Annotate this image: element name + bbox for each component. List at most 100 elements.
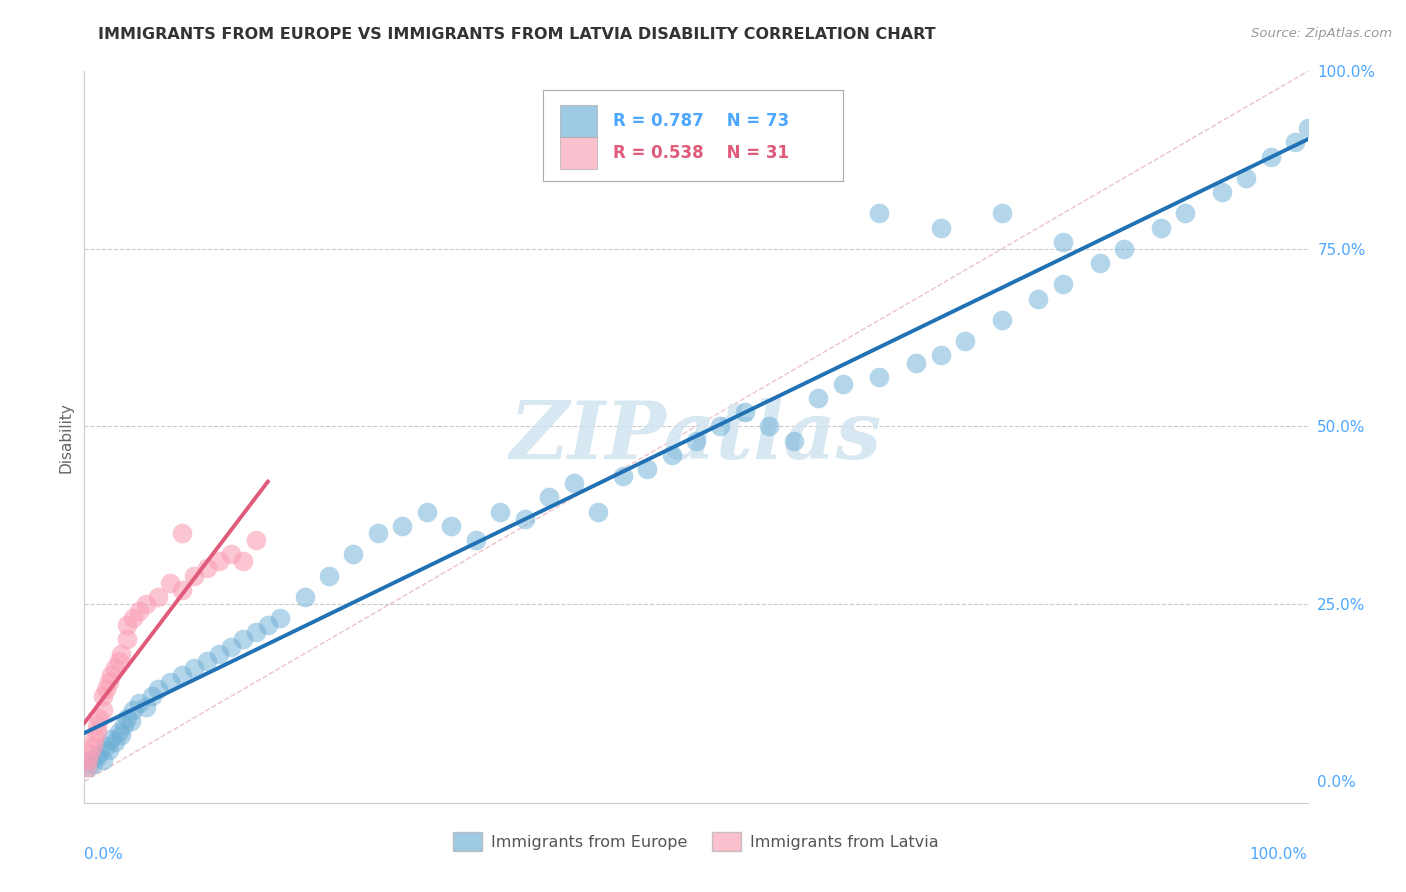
Point: [86, 724, 108, 739]
Point: [97, 742, 120, 756]
Point: [86, 749, 108, 764]
Point: [232, 632, 254, 647]
Point: [120, 714, 142, 728]
FancyBboxPatch shape: [560, 105, 598, 137]
Point: [1114, 242, 1136, 256]
Point: [79, 746, 101, 760]
Point: [87, 746, 110, 760]
Point: [1052, 235, 1074, 249]
Point: [294, 590, 316, 604]
Point: [685, 434, 707, 448]
Point: [77, 760, 100, 774]
Point: [734, 405, 756, 419]
Point: [91, 704, 114, 718]
Point: [79, 753, 101, 767]
Point: [183, 568, 205, 582]
Point: [245, 625, 267, 640]
Point: [172, 668, 194, 682]
Point: [342, 547, 364, 561]
Point: [146, 590, 169, 604]
Text: R = 0.787    N = 73: R = 0.787 N = 73: [613, 112, 789, 130]
Point: [122, 704, 145, 718]
Point: [86, 717, 108, 731]
Point: [991, 206, 1014, 220]
Point: [1296, 121, 1319, 136]
Point: [135, 597, 157, 611]
Point: [104, 735, 127, 749]
Point: [586, 505, 609, 519]
Point: [82, 739, 104, 753]
Point: [115, 632, 138, 647]
Point: [1174, 206, 1197, 220]
Point: [76, 760, 98, 774]
Point: [929, 220, 952, 235]
Point: [1088, 256, 1111, 270]
Point: [257, 618, 280, 632]
Text: ZIPatlas: ZIPatlas: [510, 399, 882, 475]
Legend: Immigrants from Europe, Immigrants from Latvia: Immigrants from Europe, Immigrants from …: [447, 826, 945, 857]
Point: [159, 675, 181, 690]
Point: [612, 469, 634, 483]
Text: 0.0%: 0.0%: [84, 847, 124, 862]
Point: [831, 376, 853, 391]
Point: [100, 731, 122, 746]
Text: IMMIGRANTS FROM EUROPE VS IMMIGRANTS FROM LATVIA DISABILITY CORRELATION CHART: IMMIGRANTS FROM EUROPE VS IMMIGRANTS FRO…: [98, 27, 936, 42]
Point: [115, 710, 138, 724]
Point: [195, 561, 218, 575]
Point: [96, 739, 118, 753]
Point: [128, 604, 150, 618]
Point: [208, 554, 231, 568]
Point: [172, 525, 194, 540]
Point: [96, 682, 118, 697]
Point: [758, 419, 780, 434]
Point: [367, 525, 389, 540]
Text: 100.0%: 100.0%: [1250, 847, 1308, 862]
Point: [1284, 136, 1306, 150]
Point: [97, 675, 120, 690]
Point: [807, 391, 830, 405]
Point: [104, 661, 127, 675]
Text: R = 0.538    N = 31: R = 0.538 N = 31: [613, 145, 789, 162]
Text: Source: ZipAtlas.com: Source: ZipAtlas.com: [1251, 27, 1392, 40]
Point: [416, 505, 439, 519]
Point: [159, 575, 181, 590]
Point: [905, 355, 928, 369]
Point: [183, 661, 205, 675]
Point: [245, 533, 267, 547]
Point: [1211, 185, 1233, 199]
Point: [107, 654, 129, 668]
Point: [146, 682, 169, 697]
Y-axis label: Disability: Disability: [58, 401, 73, 473]
Point: [83, 731, 105, 746]
Point: [135, 700, 157, 714]
Point: [1028, 292, 1050, 306]
Point: [77, 753, 100, 767]
Point: [115, 618, 138, 632]
Point: [219, 547, 242, 561]
Point: [172, 582, 194, 597]
Point: [464, 533, 486, 547]
Point: [489, 505, 512, 519]
Point: [107, 724, 129, 739]
Point: [122, 611, 145, 625]
Point: [661, 448, 683, 462]
Point: [112, 717, 135, 731]
Point: [82, 756, 104, 771]
Point: [110, 647, 132, 661]
Point: [87, 710, 110, 724]
FancyBboxPatch shape: [543, 90, 842, 181]
Point: [195, 654, 218, 668]
Point: [141, 690, 163, 704]
Point: [869, 206, 891, 220]
Point: [318, 568, 340, 582]
Point: [1260, 150, 1282, 164]
Point: [1052, 277, 1074, 292]
Point: [869, 369, 891, 384]
Point: [219, 640, 242, 654]
Point: [1150, 220, 1173, 235]
Point: [513, 512, 536, 526]
Point: [100, 668, 122, 682]
Point: [269, 611, 291, 625]
Point: [208, 647, 231, 661]
Point: [391, 519, 413, 533]
